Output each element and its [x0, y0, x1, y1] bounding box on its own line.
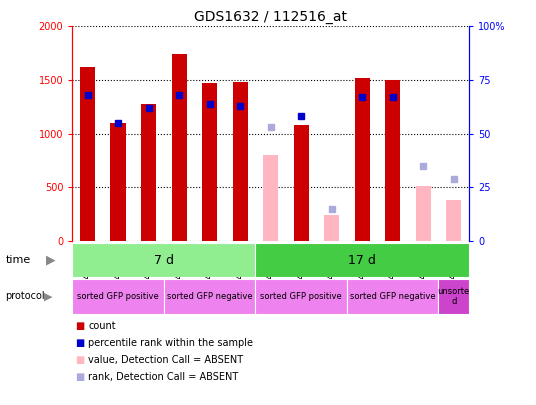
Text: time: time [5, 255, 31, 265]
Bar [415, 186, 431, 241]
Bar [233, 82, 248, 241]
Bar [72, 243, 256, 277]
Bar [72, 279, 164, 314]
Text: value, Detection Call = ABSENT: value, Detection Call = ABSENT [88, 355, 243, 365]
Bar [172, 54, 187, 241]
Bar [438, 279, 469, 314]
Bar [385, 80, 400, 241]
Text: 7 d: 7 d [154, 254, 174, 267]
Bar [256, 279, 347, 314]
Text: sorted GFP negative: sorted GFP negative [350, 292, 436, 301]
Text: protocol: protocol [5, 291, 45, 301]
Text: rank, Detection Call = ABSENT: rank, Detection Call = ABSENT [88, 372, 239, 382]
Bar [355, 78, 370, 241]
Text: unsorte
d: unsorte d [437, 287, 470, 306]
Text: sorted GFP positive: sorted GFP positive [260, 292, 342, 301]
Bar [446, 200, 461, 241]
Bar [80, 67, 95, 241]
Text: percentile rank within the sample: percentile rank within the sample [88, 338, 254, 348]
Bar [110, 123, 126, 241]
Text: 17 d: 17 d [348, 254, 376, 267]
Bar [294, 125, 309, 241]
Title: GDS1632 / 112516_at: GDS1632 / 112516_at [194, 10, 347, 24]
Text: ▶: ▶ [44, 291, 53, 301]
Bar [141, 104, 157, 241]
Bar [263, 155, 278, 241]
Text: sorted GFP positive: sorted GFP positive [77, 292, 159, 301]
Text: ▶: ▶ [46, 254, 55, 267]
Bar [202, 83, 217, 241]
Text: ■: ■ [75, 338, 84, 348]
Bar [324, 215, 339, 241]
Bar [256, 243, 469, 277]
Text: ■: ■ [75, 355, 84, 365]
Text: ■: ■ [75, 372, 84, 382]
Text: count: count [88, 321, 116, 331]
Text: ■: ■ [75, 321, 84, 331]
Bar [347, 279, 438, 314]
Text: sorted GFP negative: sorted GFP negative [167, 292, 252, 301]
Bar [164, 279, 256, 314]
